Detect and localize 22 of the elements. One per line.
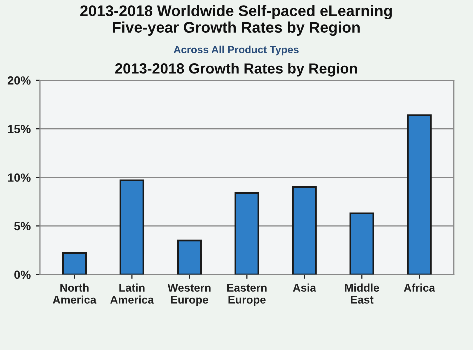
chart-title: 2013-2018 Worldwide Self-paced eLearning Five-year Growth Rates by Region (80, 5, 392, 36)
bar (350, 212, 374, 275)
chart-subtitle: Across All Product Types (174, 46, 299, 56)
y-tick-label: 0% (14, 270, 31, 280)
x-tick-label: Eastern Europe (228, 284, 267, 306)
bar (62, 252, 88, 275)
x-tick-label: Africa (404, 284, 436, 292)
bar (234, 192, 260, 275)
bar (407, 114, 432, 275)
y-tick-label: 10% (8, 174, 31, 182)
bar (177, 240, 202, 275)
y-tick-label: 5% (14, 222, 31, 231)
x-tick-label: Middle East (345, 284, 380, 304)
y-tick-label: 15% (8, 125, 31, 134)
y-tick-label: 20% (8, 76, 31, 85)
x-tick-label: Latin America (110, 284, 154, 304)
bar (120, 180, 145, 275)
text: 2013-2018 Growth Rates by Region (115, 63, 358, 77)
x-tick-label: Western Europe (168, 284, 211, 306)
x-tick-label: North America (53, 284, 97, 304)
x-tick-label: Asia (293, 284, 316, 292)
bar (292, 186, 317, 275)
